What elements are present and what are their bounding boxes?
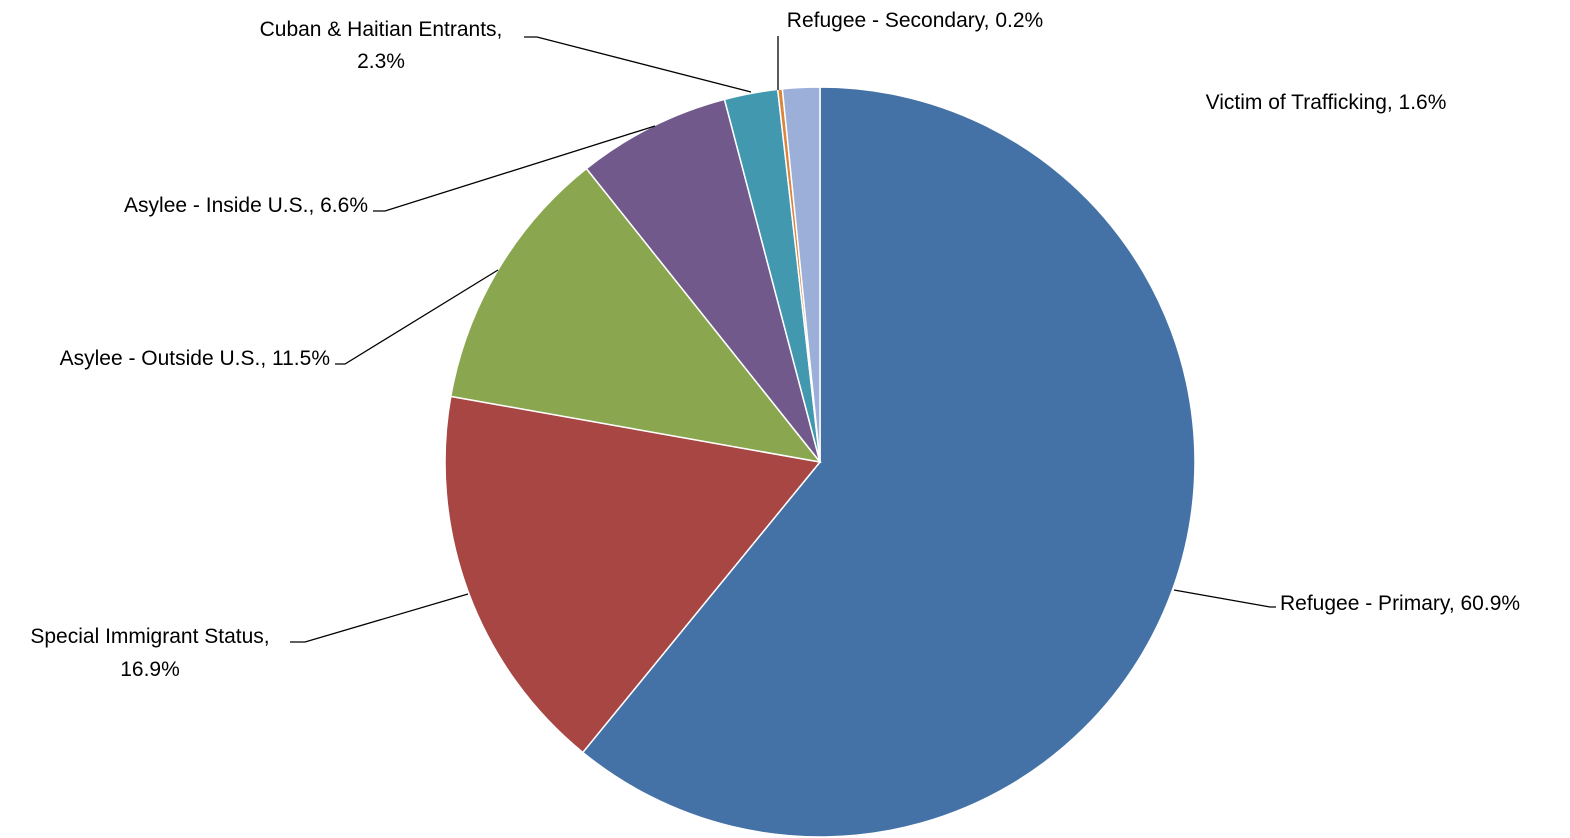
slice-label-asylee-outside: Asylee - Outside U.S., 11.5% (60, 347, 330, 370)
pie-slice-refugee-primary (581, 86, 1196, 838)
slice-label-refugee-primary: Refugee - Primary, 60.9% (1280, 592, 1520, 615)
slice-label-cuban-haitian-line2: 2.3% (357, 50, 405, 73)
slice-label-asylee-inside: Asylee - Inside U.S., 6.6% (124, 194, 368, 217)
leader-line-special-immigrant (290, 593, 469, 643)
pie-slices (444, 86, 1196, 838)
slice-label-cuban-haitian-line1: Cuban & Haitian Entrants, (260, 18, 503, 41)
leader-line-cuban-haitian (524, 36, 752, 93)
leader-line-asylee-outside (335, 269, 499, 365)
slice-label-refugee-secondary: Refugee - Secondary, 0.2% (787, 9, 1043, 32)
leader-line-asylee-inside (373, 125, 656, 212)
leader-line-refugee-primary (1173, 589, 1276, 608)
pie-slice-special-immigrant-status (444, 395, 822, 754)
slice-label-victim-trafficking: Victim of Trafficking, 1.6% (1206, 91, 1447, 114)
slice-label-special-immigrant-line2: 16.9% (120, 658, 180, 681)
slice-label-special-immigrant-line1: Special Immigrant Status, (30, 625, 269, 648)
pie-slice-victim-of-trafficking (781, 86, 821, 463)
